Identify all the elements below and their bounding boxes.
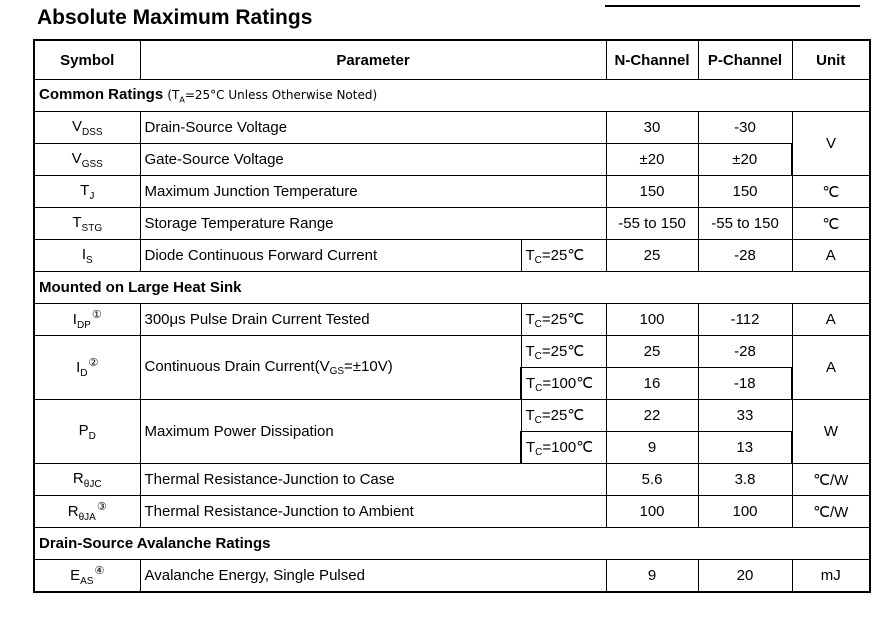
n-channel-value: -55 to 150 xyxy=(605,207,699,240)
section-avalanche: Drain-Source Avalanche Ratings xyxy=(32,527,872,560)
header-unit: Unit xyxy=(791,39,872,80)
parameter-cell: Diode Continuous Forward Current xyxy=(139,239,522,272)
table-row: IDP① 300μs Pulse Drain Current Tested TC… xyxy=(33,303,872,336)
symbol-cell: IDP① xyxy=(33,303,141,336)
table-row: ID② Continuous Drain Current(VGS=±10V) T… xyxy=(33,335,872,400)
p-channel-value: -112 xyxy=(697,303,793,336)
unit-cell: ℃/W xyxy=(791,463,872,496)
n-channel-value: ±20 xyxy=(605,143,699,176)
unit-cell: A xyxy=(791,303,872,336)
table-row: RθJC Thermal Resistance-Junction to Case… xyxy=(33,463,872,496)
p-channel-value: 33 xyxy=(697,399,793,432)
n-channel-value: 22 xyxy=(605,399,699,432)
n-channel-value: 100 xyxy=(605,303,699,336)
p-channel-value: ±20 xyxy=(697,143,794,176)
parameter-cell: Maximum Junction Temperature xyxy=(139,175,607,208)
header-n-channel: N-Channel xyxy=(605,39,699,80)
table-row: EAS④ Avalanche Energy, Single Pulsed 9 2… xyxy=(33,559,872,593)
condition-cell: TC=25℃ xyxy=(520,335,607,368)
unit-cell: A xyxy=(791,239,872,272)
symbol-cell: EAS④ xyxy=(33,559,141,593)
p-channel-value: -18 xyxy=(697,367,794,400)
parameter-cell: Thermal Resistance-Junction to Ambient xyxy=(139,495,607,528)
p-channel-value: 100 xyxy=(697,495,793,528)
unit-cell: W xyxy=(791,399,872,464)
section-common-ratings: Common Ratings (TA=25°C Unless Otherwise… xyxy=(32,79,872,112)
parameter-cell: Drain-Source Voltage xyxy=(139,111,607,144)
ratings-table: Symbol Parameter N-Channel P-Channel Uni… xyxy=(32,39,872,593)
p-channel-value: -28 xyxy=(697,239,793,272)
n-channel-value: 5.6 xyxy=(605,463,699,496)
p-channel-value: 13 xyxy=(697,431,794,464)
n-channel-value: 100 xyxy=(605,495,699,528)
symbol-cell: IS xyxy=(33,239,141,272)
parameter-cell: 300μs Pulse Drain Current Tested xyxy=(139,303,522,336)
n-channel-value: 16 xyxy=(605,367,699,400)
section-label: Common Ratings xyxy=(39,86,164,104)
parameter-cell: Maximum Power Dissipation xyxy=(139,399,522,464)
table-row: VGSS Gate-Source Voltage ±20 ±20 xyxy=(33,143,870,176)
table-row: TJ Maximum Junction Temperature 150 150 … xyxy=(33,175,872,208)
condition-cell: TC=25℃ xyxy=(520,239,607,272)
p-channel-value: 3.8 xyxy=(697,463,793,496)
header-rule xyxy=(605,5,860,7)
p-channel-value: -30 xyxy=(697,111,793,144)
p-channel-value: 20 xyxy=(697,559,793,593)
p-channel-value: -55 to 150 xyxy=(697,207,793,240)
symbol-cell: VDSS xyxy=(33,111,141,144)
unit-cell: V xyxy=(791,111,872,176)
section-label: Drain-Source Avalanche Ratings xyxy=(32,527,872,560)
unit-cell: ℃ xyxy=(791,175,872,208)
unit-cell: A xyxy=(791,335,872,400)
p-channel-value: 150 xyxy=(697,175,793,208)
n-channel-value: 9 xyxy=(605,559,699,593)
unit-cell: mJ xyxy=(791,559,872,593)
table-row: VDSS Drain-Source Voltage 30 -30 V xyxy=(33,111,872,176)
n-channel-value: 25 xyxy=(605,239,699,272)
parameter-cell: Continuous Drain Current(VGS=±10V) xyxy=(139,335,522,400)
symbol-cell: PD xyxy=(33,399,141,464)
symbol-cell: ID② xyxy=(33,335,141,400)
condition-cell: TC=100℃ xyxy=(519,367,607,400)
symbol-cell: VGSS xyxy=(33,143,141,176)
table-row: TSTG Storage Temperature Range -55 to 15… xyxy=(33,207,872,240)
n-channel-value: 25 xyxy=(605,335,699,368)
parameter-cell: Avalanche Energy, Single Pulsed xyxy=(139,559,607,593)
parameter-cell: Thermal Resistance-Junction to Case xyxy=(139,463,607,496)
table-row: IS Diode Continuous Forward Current TC=2… xyxy=(33,239,872,272)
header-parameter: Parameter xyxy=(139,39,607,80)
table-row: TC=100℃ 9 13 xyxy=(34,431,870,464)
header-symbol: Symbol xyxy=(33,39,141,80)
symbol-cell: TJ xyxy=(33,175,141,208)
header-p-channel: P-Channel xyxy=(697,39,793,80)
parameter-cell: Gate-Source Voltage xyxy=(139,143,607,176)
table-header-row: Symbol Parameter N-Channel P-Channel Uni… xyxy=(33,39,872,80)
symbol-cell: RθJA③ xyxy=(33,495,141,528)
unit-cell: ℃/W xyxy=(791,495,872,528)
p-channel-value: -28 xyxy=(697,335,793,368)
n-channel-value: 30 xyxy=(605,111,699,144)
table-row: PD Maximum Power Dissipation TC=25℃ 22 3… xyxy=(33,399,872,464)
table-row: RθJA③ Thermal Resistance-Junction to Amb… xyxy=(33,495,872,528)
condition-cell: TC=100℃ xyxy=(519,431,607,464)
section-note: (TA=25°C Unless Otherwise Noted) xyxy=(167,88,378,105)
symbol-cell: RθJC xyxy=(33,463,141,496)
condition-cell: TC=25℃ xyxy=(520,303,607,336)
symbol-cell: TSTG xyxy=(33,207,141,240)
parameter-cell: Storage Temperature Range xyxy=(139,207,607,240)
unit-cell: ℃ xyxy=(791,207,872,240)
section-label: Mounted on Large Heat Sink xyxy=(32,271,872,304)
n-channel-value: 150 xyxy=(605,175,699,208)
condition-cell: TC=25℃ xyxy=(520,399,607,432)
section-heat-sink: Mounted on Large Heat Sink xyxy=(32,271,872,304)
page-title: Absolute Maximum Ratings xyxy=(37,6,313,29)
n-channel-value: 9 xyxy=(605,431,699,464)
